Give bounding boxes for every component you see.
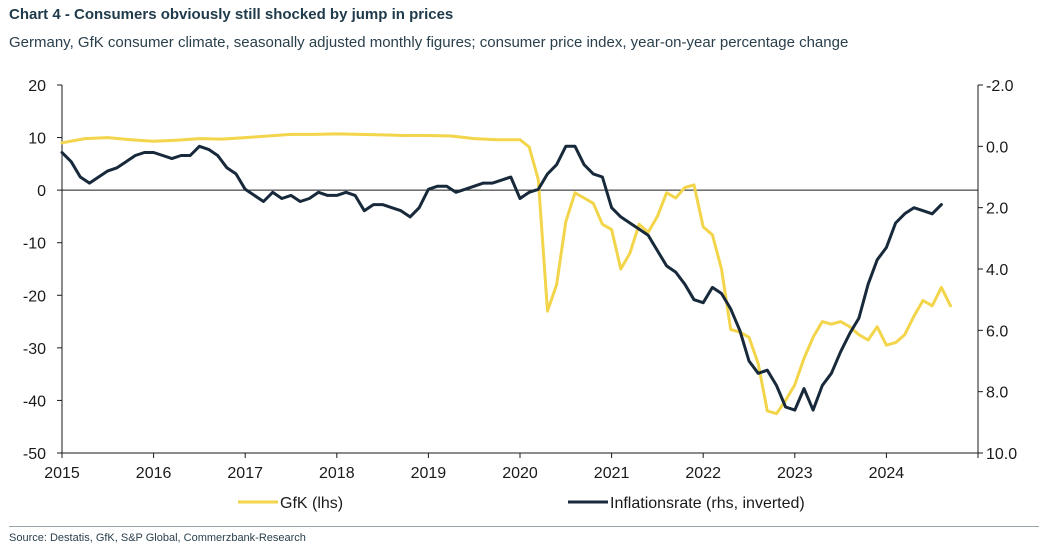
source-note: Source: Destatis, GfK, S&P Global, Comme… — [9, 532, 306, 544]
inflation-series-line — [62, 146, 941, 410]
x-tick-label: 2023 — [777, 465, 813, 482]
left-tick-label: 0 — [37, 183, 46, 200]
right-y-axis: -2.0 0.0 2.0 4.0 6.0 8.0 10.0 — [978, 78, 1017, 463]
x-tick-label: 2021 — [594, 465, 630, 482]
x-tick-label: 2017 — [227, 465, 263, 482]
left-tick-label: 10 — [28, 131, 46, 148]
left-tick-label: -10 — [23, 236, 46, 253]
right-tick-label: -2.0 — [986, 78, 1014, 95]
right-tick-label: 2.0 — [986, 201, 1008, 218]
x-tick-label: 2016 — [136, 465, 172, 482]
x-tick-label: 2020 — [502, 465, 538, 482]
x-tick-label: 2024 — [869, 465, 905, 482]
right-tick-label: 10.0 — [986, 446, 1017, 463]
left-tick-label: 20 — [28, 78, 46, 95]
legend: GfK (lhs) Inflationsrate (rhs, inverted) — [238, 495, 805, 512]
x-tick-label: 2022 — [685, 465, 721, 482]
gfk-series-line — [62, 134, 951, 414]
line-chart: 20 10 0 -10 -20 -30 -40 -50 -2.0 0.0 2.0 4.0 6.0 8.0… — [0, 0, 1056, 526]
right-tick-label: 6.0 — [986, 323, 1008, 340]
left-tick-label: -30 — [23, 341, 46, 358]
legend-label-gfk: GfK (lhs) — [280, 495, 343, 512]
x-axis: 2015 2016 2017 2018 2019 2020 2021 2022 2023 2024 — [44, 190, 978, 482]
right-tick-label: 4.0 — [986, 262, 1008, 279]
series-layer — [62, 134, 951, 414]
right-tick-label: 8.0 — [986, 385, 1008, 402]
left-tick-label: -40 — [23, 393, 46, 410]
x-tick-label: 2018 — [319, 465, 355, 482]
x-tick-label: 2019 — [411, 465, 447, 482]
x-tick-label: 2015 — [44, 465, 80, 482]
left-tick-label: -50 — [23, 446, 46, 463]
right-tick-label: 0.0 — [986, 139, 1008, 156]
legend-label-inflation: Inflationsrate (rhs, inverted) — [610, 495, 805, 512]
left-y-axis: 20 10 0 -10 -20 -30 -40 -50 — [23, 78, 62, 463]
footer-divider — [9, 526, 1039, 527]
left-tick-label: -20 — [23, 288, 46, 305]
